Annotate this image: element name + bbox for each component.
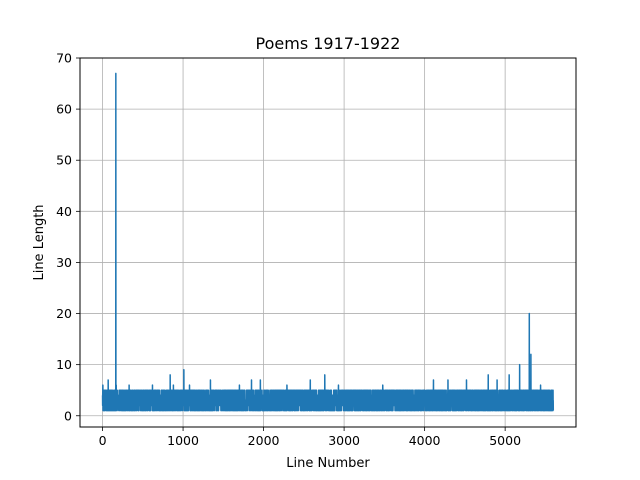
plot-frame bbox=[79, 57, 577, 428]
x-tick-label: 5000 bbox=[489, 433, 521, 448]
x-tick-label: 2000 bbox=[248, 433, 280, 448]
x-tick-label: 4000 bbox=[409, 433, 441, 448]
y-tick-label: 0 bbox=[64, 408, 72, 423]
y-tick-label: 20 bbox=[56, 306, 72, 321]
y-tick-label: 70 bbox=[56, 51, 72, 66]
x-tick-label: 3000 bbox=[328, 433, 360, 448]
y-tick-label: 60 bbox=[56, 102, 72, 117]
x-axis-title: Line Number bbox=[286, 456, 370, 471]
chart-title: Poems 1917-1922 bbox=[256, 34, 401, 53]
x-tick-label: 0 bbox=[99, 433, 107, 448]
series-line bbox=[101, 72, 555, 412]
axis-ticks: 0 1000 2000 3000 4000 5000 0 10 20 30 40 50 60 70 bbox=[56, 51, 521, 449]
data-series bbox=[101, 72, 555, 412]
y-tick-label: 50 bbox=[56, 153, 72, 168]
y-tick-label: 10 bbox=[56, 357, 72, 372]
y-tick-label: 40 bbox=[56, 204, 72, 219]
y-tick-label: 30 bbox=[56, 255, 72, 270]
x-tick-label: 1000 bbox=[167, 433, 199, 448]
y-axis-title: Line Length bbox=[32, 204, 47, 280]
